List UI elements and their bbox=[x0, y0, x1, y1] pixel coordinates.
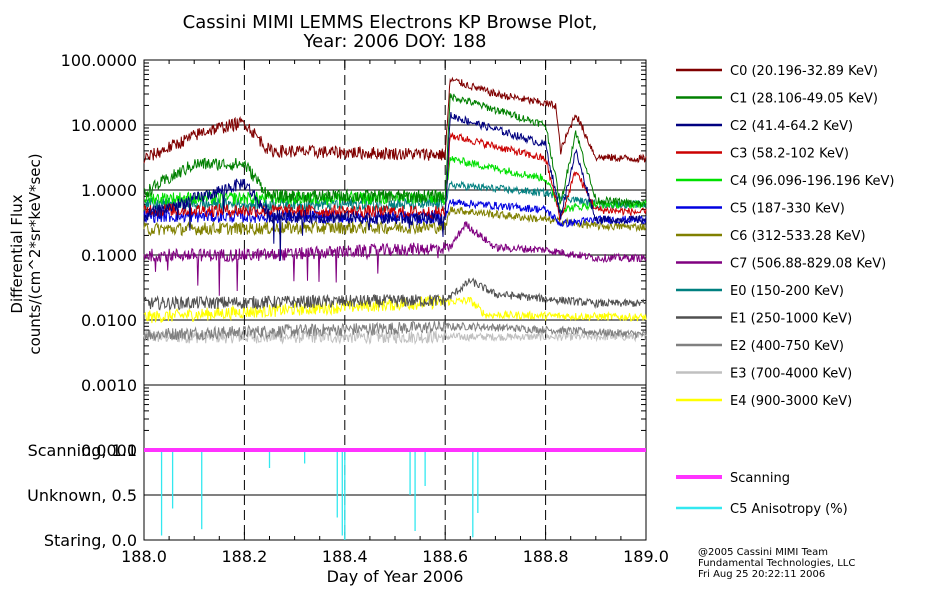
flux-series-line-2 bbox=[143, 112, 647, 261]
x-tick-label: 188.0 bbox=[121, 547, 167, 566]
mode-gridlines bbox=[143, 494, 647, 540]
chart-title: Cassini MIMI LEMMS Electrons KP Browse P… bbox=[183, 12, 598, 33]
legend-entry: C3 (58.2-102 KeV) bbox=[730, 147, 849, 162]
credits-line2: Fundamental Technologies, LLC bbox=[698, 558, 855, 569]
flux-series-line-5 bbox=[143, 198, 647, 229]
mode-y-tick-label: Scanning, 1.0 bbox=[28, 441, 137, 460]
mode-series-group bbox=[144, 448, 646, 540]
flux-y-tick-label: 100.0000 bbox=[61, 51, 137, 70]
chart-subtitle: Year: 2006 DOY: 188 bbox=[303, 31, 487, 52]
legend-entry: E0 (150-200 KeV) bbox=[730, 284, 844, 299]
flux-y-tick-label: 0.0010 bbox=[81, 376, 137, 395]
mode-y-tick-label: Staring, 0.0 bbox=[44, 531, 137, 550]
x-tick-labels: 188.0 188.2 188.4 188.6 188.8 189.0 bbox=[121, 547, 669, 566]
flux-y-tick-label: 0.0001 bbox=[81, 441, 137, 460]
mode-legend-entry: C5 Anisotropy (%) bbox=[730, 502, 848, 517]
mode-legend-entry: Scanning bbox=[730, 471, 790, 486]
legend-entry: E2 (400-750 KeV) bbox=[730, 339, 844, 354]
legend-entry: E3 (700-4000 KeV) bbox=[730, 367, 852, 382]
flux-series-line-7 bbox=[143, 221, 647, 296]
flux-y-tick-label: 0.0100 bbox=[81, 311, 137, 330]
flux-series-line-10 bbox=[143, 320, 647, 342]
y-axis-label-line1: Differential Flux bbox=[8, 194, 26, 313]
mode-panel: Scanning, 1.0 Unknown, 0.5 Staring, 0.0 18… bbox=[27, 441, 669, 566]
x-tick-label: 188.2 bbox=[221, 547, 267, 566]
legend-entry: C7 (506.88-829.08 KeV) bbox=[730, 257, 886, 272]
x-tick-label: 188.6 bbox=[422, 547, 468, 566]
flux-series-line-1 bbox=[143, 93, 647, 208]
x-tick-label: 189.0 bbox=[623, 547, 669, 566]
flux-y-tick-label: 0.1000 bbox=[81, 246, 137, 265]
mode-legend: Scanning C5 Anisotropy (%) bbox=[676, 471, 848, 517]
flux-series-line-0 bbox=[143, 76, 647, 164]
flux-y-tick-label: 10.0000 bbox=[71, 116, 137, 135]
legend-entry: C2 (41.4-64.2 KeV) bbox=[730, 119, 853, 134]
legend-entry: C1 (28.106-49.05 KeV) bbox=[730, 92, 878, 107]
flux-series-line-9 bbox=[143, 277, 647, 311]
flux-series-line-6 bbox=[143, 206, 647, 237]
flux-y-tick-label: 1.0000 bbox=[81, 181, 137, 200]
legend-entry: E4 (900-3000 KeV) bbox=[730, 394, 852, 409]
mode-y-tick-labels: Scanning, 1.0 Unknown, 0.5 Staring, 0.0 bbox=[27, 441, 137, 550]
flux-y-tick-labels: 100.0000 10.0000 1.0000 0.1000 0.0100 0.0010 0… bbox=[61, 51, 137, 460]
credits-line1: @2005 Cassini MIMI Team bbox=[698, 547, 828, 558]
legend-entry: C5 (187-330 KeV) bbox=[730, 202, 845, 217]
legend-entry: E1 (250-1000 KeV) bbox=[730, 312, 852, 327]
flux-series-group bbox=[143, 76, 647, 346]
legend-entry: C6 (312-533.28 KeV) bbox=[730, 229, 866, 244]
legend-entry: C0 (20.196-32.89 KeV) bbox=[730, 64, 878, 79]
legend-entry: C4 (96.096-196.196 KeV) bbox=[730, 174, 894, 189]
y-axis-label-line2: counts/(cm^2*sr*keV*sec) bbox=[26, 153, 44, 354]
x-axis-label: Day of Year 2006 bbox=[327, 567, 464, 586]
mode-y-tick-label: Unknown, 0.5 bbox=[27, 486, 137, 505]
x-tick-label: 188.8 bbox=[523, 547, 569, 566]
x-tick-label: 188.4 bbox=[322, 547, 368, 566]
flux-series-line-12 bbox=[143, 295, 647, 324]
flux-legend: C0 (20.196-32.89 KeV) C1 (28.106-49.05 Ke… bbox=[676, 64, 894, 409]
credits-line3: Fri Aug 25 20:22:11 2006 bbox=[698, 569, 825, 580]
